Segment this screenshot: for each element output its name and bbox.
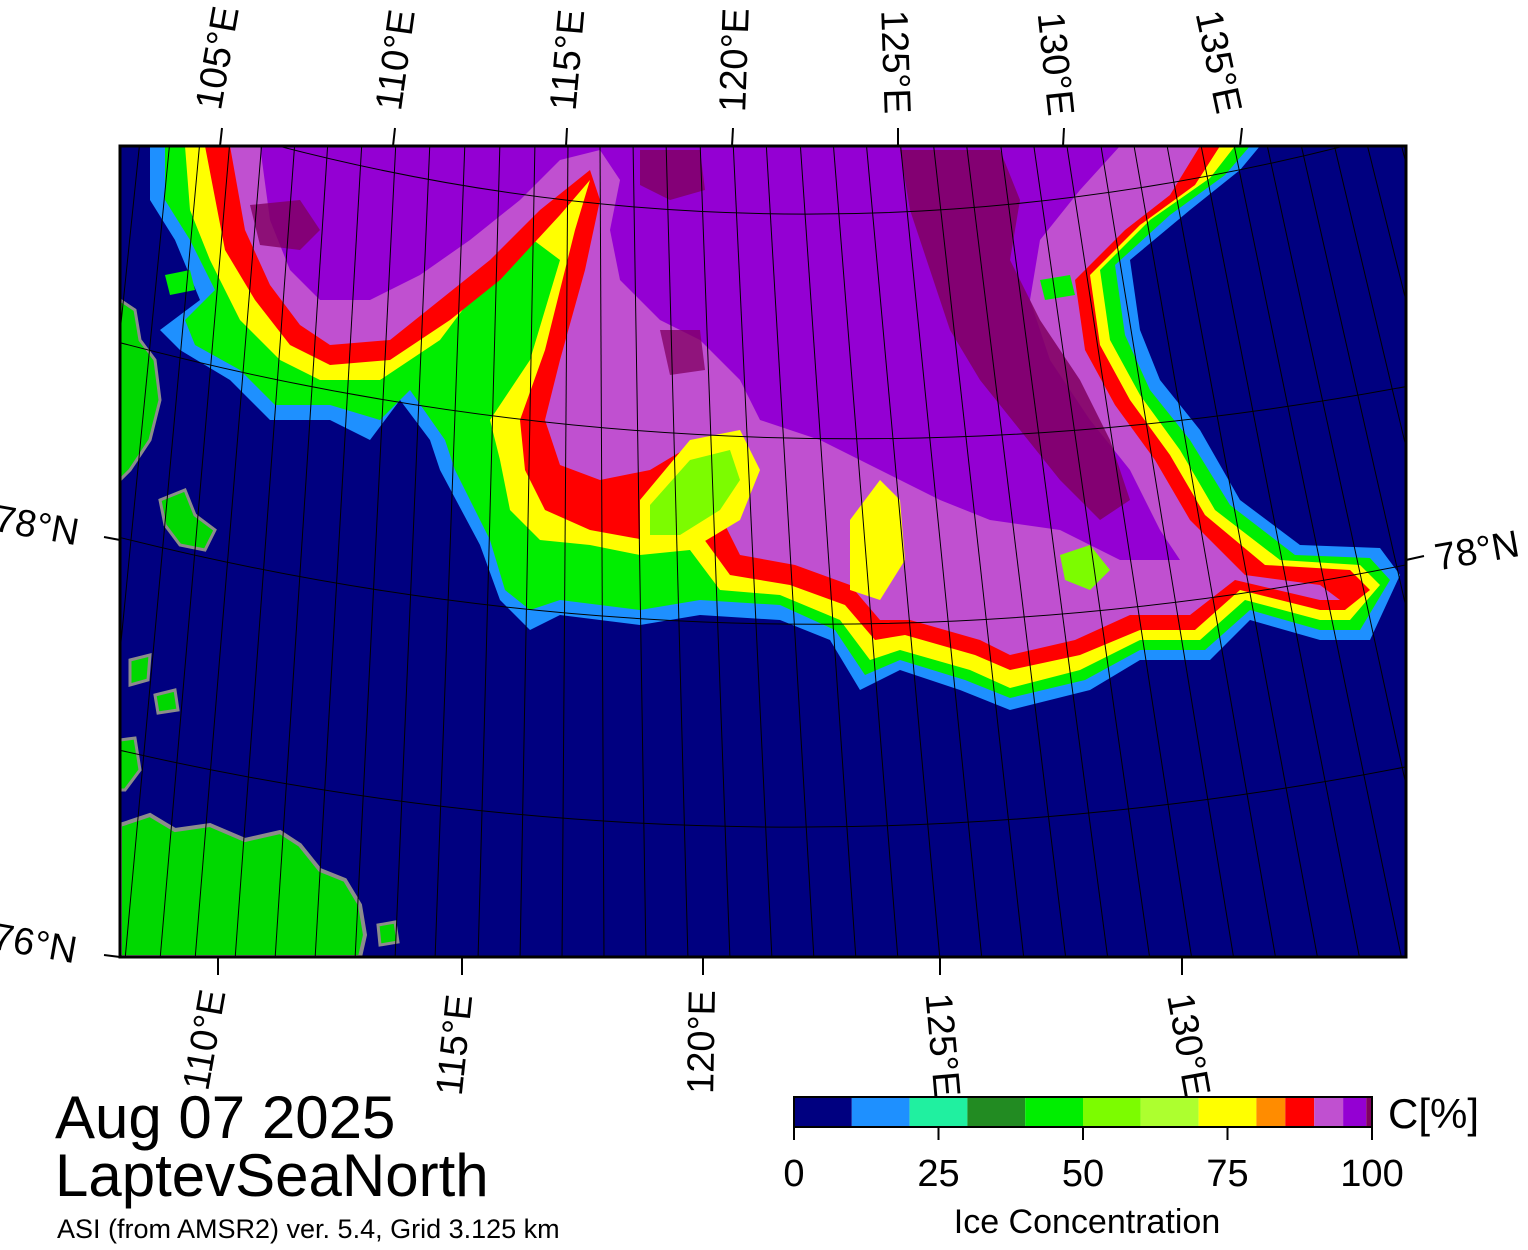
parallel-line bbox=[120, 749, 1406, 828]
lon-label-bottom: 115°E bbox=[428, 992, 482, 1098]
colorbar-tick-label: 25 bbox=[917, 1153, 960, 1195]
colorbar-bin bbox=[851, 1097, 910, 1127]
colorbar-bin bbox=[1198, 1097, 1257, 1127]
colorbar-bin bbox=[1285, 1097, 1315, 1127]
colorbar-bin bbox=[1083, 1097, 1141, 1127]
map-date: Aug 07 2025 bbox=[55, 1084, 396, 1151]
colorbar-bin bbox=[967, 1097, 1026, 1127]
land-islet bbox=[158, 488, 217, 552]
colorbar-bin bbox=[909, 1097, 968, 1127]
lon-label-top: 120°E bbox=[712, 7, 758, 113]
colorbar bbox=[794, 1097, 1372, 1127]
ice-yellow-patch bbox=[850, 480, 905, 600]
colorbar-tick-label: 0 bbox=[783, 1153, 805, 1195]
map-frame bbox=[118, 144, 1408, 959]
colorbar-tick-label: 50 bbox=[1061, 1153, 1105, 1195]
meridian-lines bbox=[120, 146, 1406, 957]
colorbar-tick-label: 75 bbox=[1206, 1153, 1249, 1195]
lon-label-top: 125°E bbox=[872, 9, 918, 115]
ice-dark-patch bbox=[250, 200, 320, 250]
colorbar-bin bbox=[1366, 1097, 1372, 1127]
ice-green-inlet bbox=[650, 450, 740, 535]
land-islet bbox=[376, 920, 400, 947]
colorbar-bin bbox=[794, 1097, 852, 1127]
colorbar-unit-label: C[%] bbox=[1388, 1090, 1480, 1137]
colorbar-bin bbox=[1256, 1097, 1286, 1127]
colorbar-title: Ice Concentration bbox=[953, 1203, 1221, 1241]
map-area bbox=[120, 146, 1406, 957]
land-masses bbox=[120, 298, 400, 957]
colorbar-ticks bbox=[793, 1127, 1373, 1140]
land-coast-south bbox=[120, 812, 368, 957]
graticule bbox=[120, 146, 1406, 957]
lon-label-bottom: 125°E bbox=[916, 991, 968, 1099]
ice-dark-patch bbox=[640, 150, 705, 200]
axis-ticks bbox=[103, 127, 1425, 975]
ice-dark-core bbox=[900, 150, 1130, 520]
lon-label-bottom: 120°E bbox=[680, 989, 724, 1095]
lon-label-top: 130°E bbox=[1028, 10, 1082, 118]
parallel-line bbox=[276, 146, 1347, 215]
parallel-line bbox=[120, 536, 1406, 625]
parallel-line bbox=[120, 342, 1406, 440]
data-source-caption: ASI (from AMSR2) ver. 5.4, Grid 3.125 km bbox=[57, 1214, 560, 1244]
map-region-name: LaptevSeaNorth bbox=[55, 1142, 489, 1209]
colorbar-bin bbox=[1140, 1097, 1199, 1127]
colorbar-bin bbox=[1343, 1097, 1367, 1127]
ice-green-patch bbox=[1060, 545, 1110, 590]
parallel-line bbox=[120, 956, 123, 957]
lon-label-top: 115°E bbox=[542, 7, 594, 113]
colorbar-tick-label: 100 bbox=[1340, 1153, 1404, 1195]
colorbar-bin bbox=[1314, 1097, 1344, 1127]
colorbar-bin bbox=[1025, 1097, 1083, 1127]
land-islet bbox=[153, 688, 180, 715]
land-islet bbox=[128, 653, 152, 687]
sea-ice-field bbox=[150, 146, 1400, 710]
ice-floe-green bbox=[1040, 275, 1075, 300]
